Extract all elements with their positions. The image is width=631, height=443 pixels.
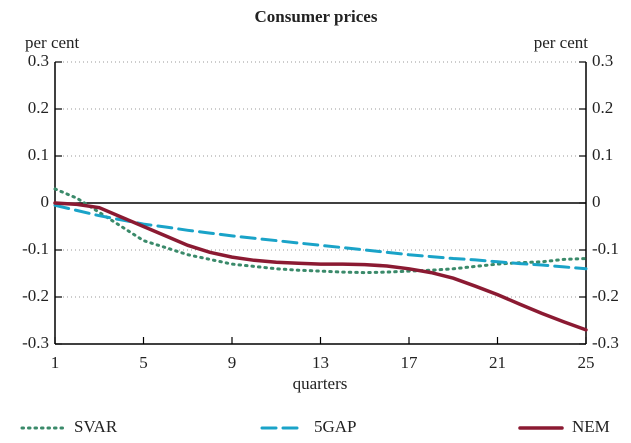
y-tick-label: 0.3 xyxy=(28,51,49,70)
x-tick-label: 13 xyxy=(312,353,329,372)
series-line xyxy=(53,201,588,332)
y-tick-label: 0.2 xyxy=(28,98,49,117)
x-tick-label: 25 xyxy=(578,353,595,372)
y-axis-label: per cent xyxy=(25,33,80,52)
y2-tick-label: -0.2 xyxy=(592,286,619,305)
y2-tick-label: 0.1 xyxy=(592,145,613,164)
y2-tick-label: 0 xyxy=(592,192,601,211)
y2-tick-label: -0.3 xyxy=(592,333,619,352)
y-tick-label: -0.2 xyxy=(22,286,49,305)
series-line xyxy=(53,203,588,271)
x-tick-label: 21 xyxy=(489,353,506,372)
legend-label: SVAR xyxy=(74,417,118,436)
x-tick-label: 17 xyxy=(401,353,419,372)
y2-tick-label: 0.3 xyxy=(592,51,613,70)
y2-tick-label: -0.1 xyxy=(592,239,619,258)
x-tick-label: 1 xyxy=(51,353,60,372)
legend-label: 5GAP xyxy=(314,417,357,436)
series-line xyxy=(53,187,588,275)
x-tick-label: 9 xyxy=(228,353,237,372)
chart-title: Consumer prices xyxy=(255,7,378,26)
x-tick-label: 5 xyxy=(139,353,148,372)
y2-tick-label: 0.2 xyxy=(592,98,613,117)
y-tick-label: 0.1 xyxy=(28,145,49,164)
y-tick-label: -0.3 xyxy=(22,333,49,352)
x-axis-label: quarters xyxy=(293,374,348,393)
y-tick-label: -0.1 xyxy=(22,239,49,258)
legend-label: NEM xyxy=(572,417,610,436)
y2-axis-label: per cent xyxy=(534,33,589,52)
y-tick-label: 0 xyxy=(41,192,50,211)
